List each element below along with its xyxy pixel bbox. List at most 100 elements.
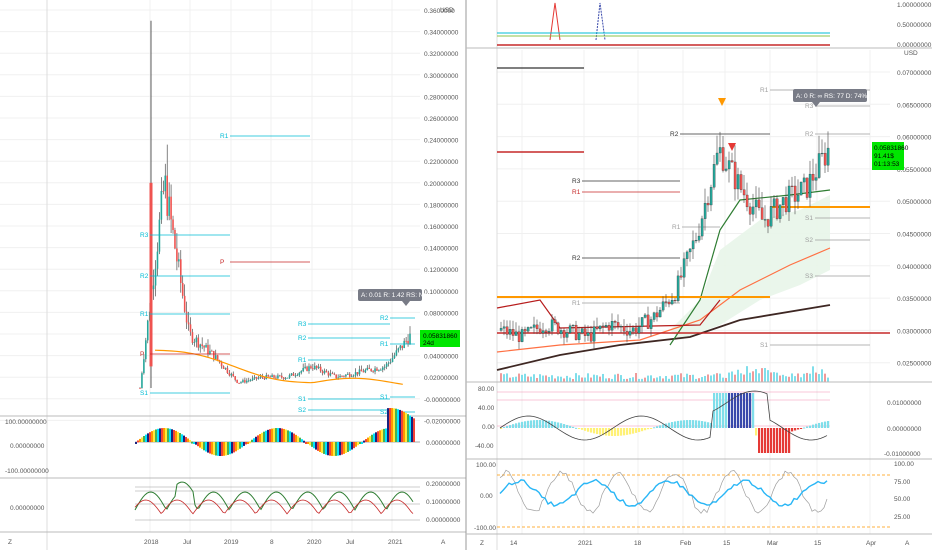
right-price-tick-label: 0.06000000 bbox=[897, 135, 932, 142]
candle-body bbox=[601, 325, 605, 327]
osc-histogram-bar bbox=[587, 428, 590, 432]
left-price-badge-value: 0.05831860 bbox=[423, 333, 458, 340]
candle-body bbox=[823, 152, 827, 166]
left-corner-left[interactable]: Z bbox=[8, 539, 12, 546]
right-corner-left[interactable]: Z bbox=[480, 540, 484, 547]
candle-body bbox=[356, 372, 359, 375]
osc-histogram-bar bbox=[375, 432, 377, 442]
candle-body bbox=[166, 175, 168, 216]
volume-bar bbox=[560, 376, 562, 382]
candle-body bbox=[179, 259, 182, 283]
volume-bar bbox=[656, 377, 658, 382]
volume-bar bbox=[548, 376, 550, 382]
pivot-level-label: R3 bbox=[298, 321, 307, 328]
candle-body bbox=[259, 376, 262, 378]
osc-histogram-bar bbox=[359, 442, 361, 444]
candle-body bbox=[277, 375, 279, 379]
osc-histogram-bar bbox=[518, 422, 521, 428]
left-price-tick-label: 0.34000000 bbox=[424, 30, 459, 37]
candle-body bbox=[333, 373, 336, 375]
candle-body bbox=[745, 194, 749, 208]
osc-histogram-bar bbox=[221, 442, 223, 456]
volume-bar bbox=[566, 375, 568, 382]
right-top-spike-red bbox=[549, 2, 561, 41]
left-time-axis[interactable]: 2018 Jul 2019 8 2020 Jul 2021 bbox=[144, 539, 403, 546]
osc-histogram-bar bbox=[411, 416, 413, 442]
candle-body bbox=[805, 177, 809, 198]
osc-histogram-bar bbox=[321, 442, 323, 454]
pivot-level-label: R1 bbox=[572, 300, 581, 307]
osc-histogram-bar bbox=[620, 428, 623, 436]
candle-body bbox=[721, 147, 725, 171]
volume-bar bbox=[557, 376, 559, 382]
candle-body bbox=[269, 376, 271, 378]
right-tooltip-pointer bbox=[812, 102, 820, 107]
osc-histogram-bar bbox=[259, 434, 261, 442]
volume-bar bbox=[515, 376, 517, 382]
candle-body bbox=[715, 152, 719, 165]
osc-histogram-bar bbox=[719, 393, 722, 428]
osc-histogram-bar bbox=[309, 442, 311, 446]
osc-histogram-bar bbox=[189, 440, 191, 443]
volume-bar bbox=[587, 373, 589, 382]
candle-body bbox=[337, 377, 339, 379]
volume-bar bbox=[743, 374, 745, 382]
osc-histogram-bar bbox=[554, 421, 557, 428]
candle-peak-body bbox=[149, 182, 153, 367]
candle-body bbox=[267, 375, 270, 377]
candle-body bbox=[234, 376, 236, 380]
candle-body bbox=[191, 332, 194, 343]
candle-body bbox=[754, 199, 758, 208]
right-corner-right[interactable]: A bbox=[905, 540, 910, 547]
osc-histogram-bar bbox=[351, 442, 353, 450]
osc-histogram-bar bbox=[680, 420, 683, 428]
candle-body bbox=[224, 367, 227, 369]
osc-histogram-bar bbox=[319, 442, 321, 453]
osc-histogram-bar bbox=[157, 428, 159, 442]
osc-histogram-bar bbox=[235, 442, 237, 452]
osc-histogram-bar bbox=[785, 428, 788, 453]
osc-histogram-bar bbox=[361, 442, 363, 444]
candle-body bbox=[185, 311, 188, 323]
right-osc1-left-4: -40.00 bbox=[475, 443, 494, 450]
osc-histogram-bar bbox=[767, 428, 770, 453]
pivot-level-label: P bbox=[220, 259, 224, 266]
candle-body bbox=[364, 370, 367, 373]
volume-bar bbox=[761, 368, 763, 382]
candle-body bbox=[706, 202, 710, 206]
pivot-level-label: S1 bbox=[760, 342, 768, 349]
volume-bar bbox=[593, 374, 595, 382]
volume-bar bbox=[758, 373, 760, 382]
right-time-axis[interactable]: 14 2021 18 Feb 15 Mar 15 Apr bbox=[510, 540, 877, 547]
candle-body bbox=[329, 373, 332, 376]
osc-histogram-bar bbox=[806, 426, 809, 428]
volume-bar bbox=[572, 378, 574, 382]
candle-body bbox=[499, 328, 503, 331]
left-corner-right[interactable]: A bbox=[441, 539, 446, 546]
osc-histogram-bar bbox=[249, 441, 251, 444]
right-osc2-right-2: 75.00 bbox=[894, 479, 911, 486]
right-osc1-right-3: -0.01000000 bbox=[884, 451, 921, 458]
candle-body bbox=[583, 328, 587, 336]
osc-histogram-bar bbox=[143, 435, 145, 442]
volume-bar bbox=[725, 377, 727, 382]
osc-histogram-bar bbox=[207, 442, 209, 453]
osc-grey-line bbox=[499, 469, 828, 514]
candle-body bbox=[183, 295, 186, 312]
osc-histogram-bar bbox=[401, 410, 403, 442]
osc-histogram-bar bbox=[341, 442, 343, 455]
volume-bar bbox=[590, 377, 592, 382]
candle-body bbox=[514, 331, 518, 336]
left-price-tick-label: 0.14000000 bbox=[424, 246, 459, 253]
candle-body bbox=[775, 198, 779, 219]
osc-histogram-bar bbox=[275, 428, 277, 442]
volume-bar bbox=[632, 377, 634, 382]
left-time-label: 8 bbox=[270, 539, 274, 546]
candle-body bbox=[319, 366, 322, 372]
candle-body bbox=[634, 327, 638, 334]
right-price-badge-line3: 01:13:53 bbox=[874, 161, 900, 168]
right-price-axis[interactable]: 0.07000000 0.06500000 0.06000000 0.05500000… bbox=[897, 70, 932, 368]
volume-bar bbox=[686, 373, 688, 382]
right-time-label: 14 bbox=[510, 540, 518, 547]
osc-histogram-bar bbox=[563, 424, 566, 428]
